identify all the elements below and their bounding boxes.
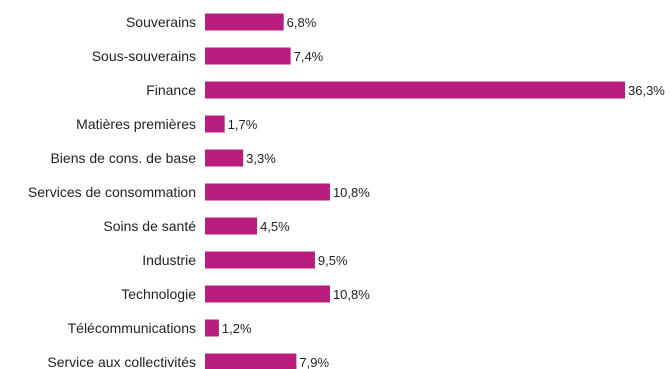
bar	[205, 81, 625, 99]
category-label: Souverains	[126, 14, 196, 30]
value-label: 6,8%	[287, 15, 317, 30]
category-label: Matières premières	[76, 116, 196, 132]
value-label: 4,5%	[260, 219, 290, 234]
bar	[205, 149, 244, 167]
bar	[205, 319, 219, 337]
value-label: 36,3%	[628, 83, 665, 98]
category-label: Sous-souverains	[92, 48, 196, 64]
bar	[205, 353, 297, 369]
bar	[205, 47, 291, 65]
category-label: Service aux collectivités	[47, 354, 196, 369]
category-label: Technologie	[121, 286, 196, 302]
bar	[205, 217, 258, 235]
category-label: Biens de cons. de base	[50, 150, 196, 166]
category-label: Finance	[146, 82, 196, 98]
value-label: 7,9%	[299, 355, 329, 369]
category-label: Industrie	[142, 252, 196, 268]
bar	[205, 115, 225, 133]
value-label: 10,8%	[333, 185, 370, 200]
bar	[205, 285, 330, 303]
value-label: 7,4%	[294, 49, 324, 64]
bar	[205, 251, 315, 269]
category-label: Télécommunications	[68, 320, 196, 336]
category-label: Soins de santé	[103, 218, 196, 234]
value-label: 3,3%	[246, 151, 276, 166]
value-label: 1,2%	[222, 321, 252, 336]
value-label: 10,8%	[333, 287, 370, 302]
bar	[205, 183, 330, 201]
category-label: Services de consommation	[28, 184, 196, 200]
bar	[205, 13, 284, 31]
value-label: 1,7%	[228, 117, 258, 132]
value-label: 9,5%	[318, 253, 348, 268]
